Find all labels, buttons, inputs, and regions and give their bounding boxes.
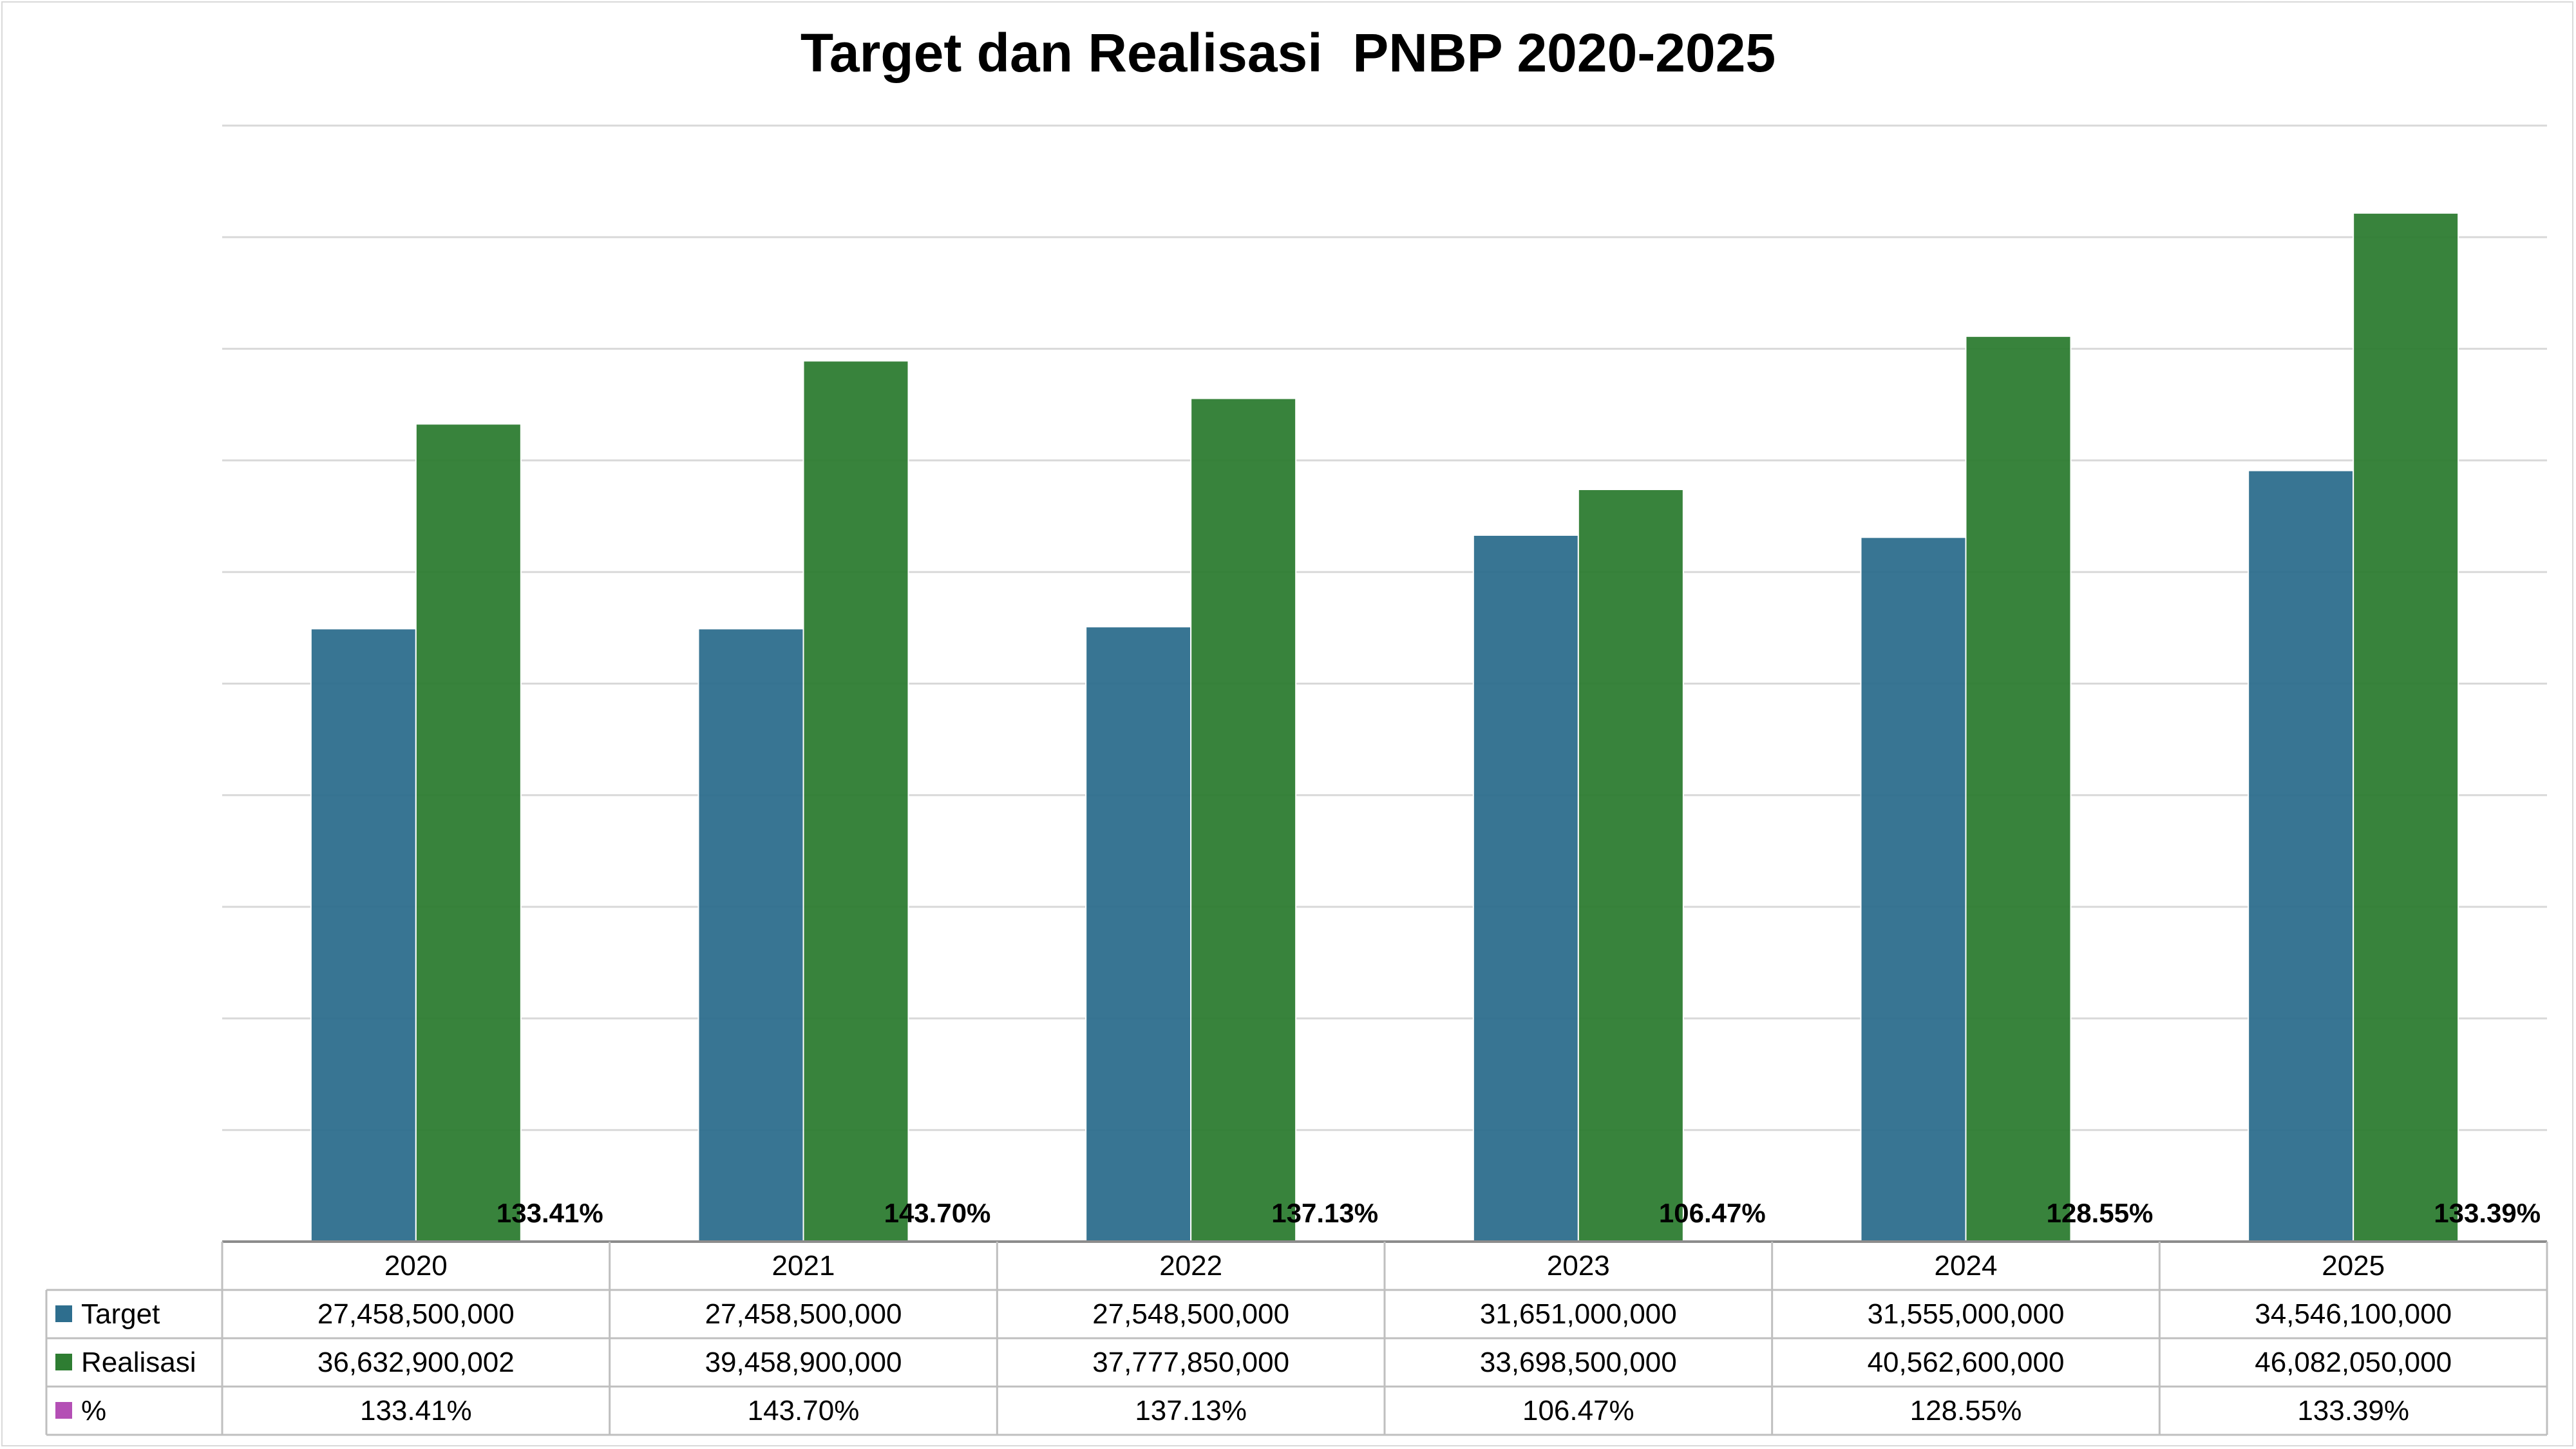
category-label: 2025 — [2322, 1250, 2385, 1282]
table-cell: 34,546,100,000 — [2255, 1298, 2452, 1330]
percent-labels: 133.41% 143.70% 137.13% 106.47% 128.55% 133.3… — [497, 1198, 2541, 1228]
category-label: 2024 — [1935, 1250, 1998, 1282]
data-table: 2020 2021 2022 2023 2024 2025 Target 27,458,500… — [45, 1240, 2548, 1436]
percent-data-label: 133.39% — [2434, 1198, 2541, 1228]
table-cell: 27,548,500,000 — [1092, 1298, 1289, 1330]
table-cell: 31,555,000,000 — [1868, 1298, 2065, 1330]
legend-key — [55, 1354, 72, 1370]
target-bar — [1472, 534, 1579, 1242]
table-cell: 106.47% — [1522, 1395, 1634, 1426]
target-bar — [310, 628, 417, 1242]
category-label: 2023 — [1547, 1250, 1610, 1282]
table-cell: 128.55% — [1910, 1395, 2022, 1426]
percent-data-label: 137.13% — [1271, 1198, 1378, 1228]
table-cell: 46,082,050,000 — [2255, 1347, 2452, 1378]
percent-data-label: 128.55% — [2047, 1198, 2154, 1228]
category-label: 2020 — [384, 1250, 448, 1282]
percent-data-label: 106.47% — [1659, 1198, 1766, 1228]
percent-data-label: 143.70% — [884, 1198, 991, 1228]
table-cell: 27,458,500,000 — [317, 1298, 515, 1330]
legend-key — [55, 1402, 72, 1419]
percent-data-label: 133.41% — [497, 1198, 603, 1228]
realisasi-bar — [802, 360, 909, 1243]
realisasi-bar — [2353, 212, 2459, 1242]
target-bar — [2248, 469, 2354, 1242]
realisasi-bar — [415, 423, 522, 1242]
table-cell: 137.13% — [1135, 1395, 1247, 1426]
table-cell: 133.39% — [2297, 1395, 2409, 1426]
table-cell: 143.70% — [748, 1395, 860, 1426]
category-label: 2021 — [772, 1250, 835, 1282]
realisasi-bar — [1965, 336, 2072, 1242]
target-bar — [1085, 626, 1192, 1242]
legend-key — [55, 1305, 72, 1322]
legend-label: % — [81, 1395, 106, 1426]
realisasi-bar — [1190, 397, 1297, 1242]
table-cell: 39,458,900,000 — [705, 1347, 902, 1378]
table-cell: 27,458,500,000 — [705, 1298, 902, 1330]
table-cell: 33,698,500,000 — [1480, 1347, 1677, 1378]
legend-label: Realisasi — [81, 1347, 196, 1378]
table-cell: 36,632,900,002 — [317, 1347, 515, 1378]
table-cell: 37,777,850,000 — [1092, 1347, 1289, 1378]
bar-series — [310, 212, 2459, 1243]
legend-label: Target — [81, 1298, 160, 1330]
target-bar — [697, 628, 804, 1242]
realisasi-bar — [1577, 489, 1684, 1242]
table-cell: 133.41% — [360, 1395, 472, 1426]
table-cell: 31,651,000,000 — [1480, 1298, 1677, 1330]
chart-title: Target dan Realisasi PNBP 2020-2025 — [800, 23, 1776, 83]
target-bar — [1860, 536, 1967, 1242]
table-cell: 40,562,600,000 — [1868, 1347, 2065, 1378]
category-label: 2022 — [1159, 1250, 1222, 1282]
gridlines — [222, 124, 2547, 1132]
